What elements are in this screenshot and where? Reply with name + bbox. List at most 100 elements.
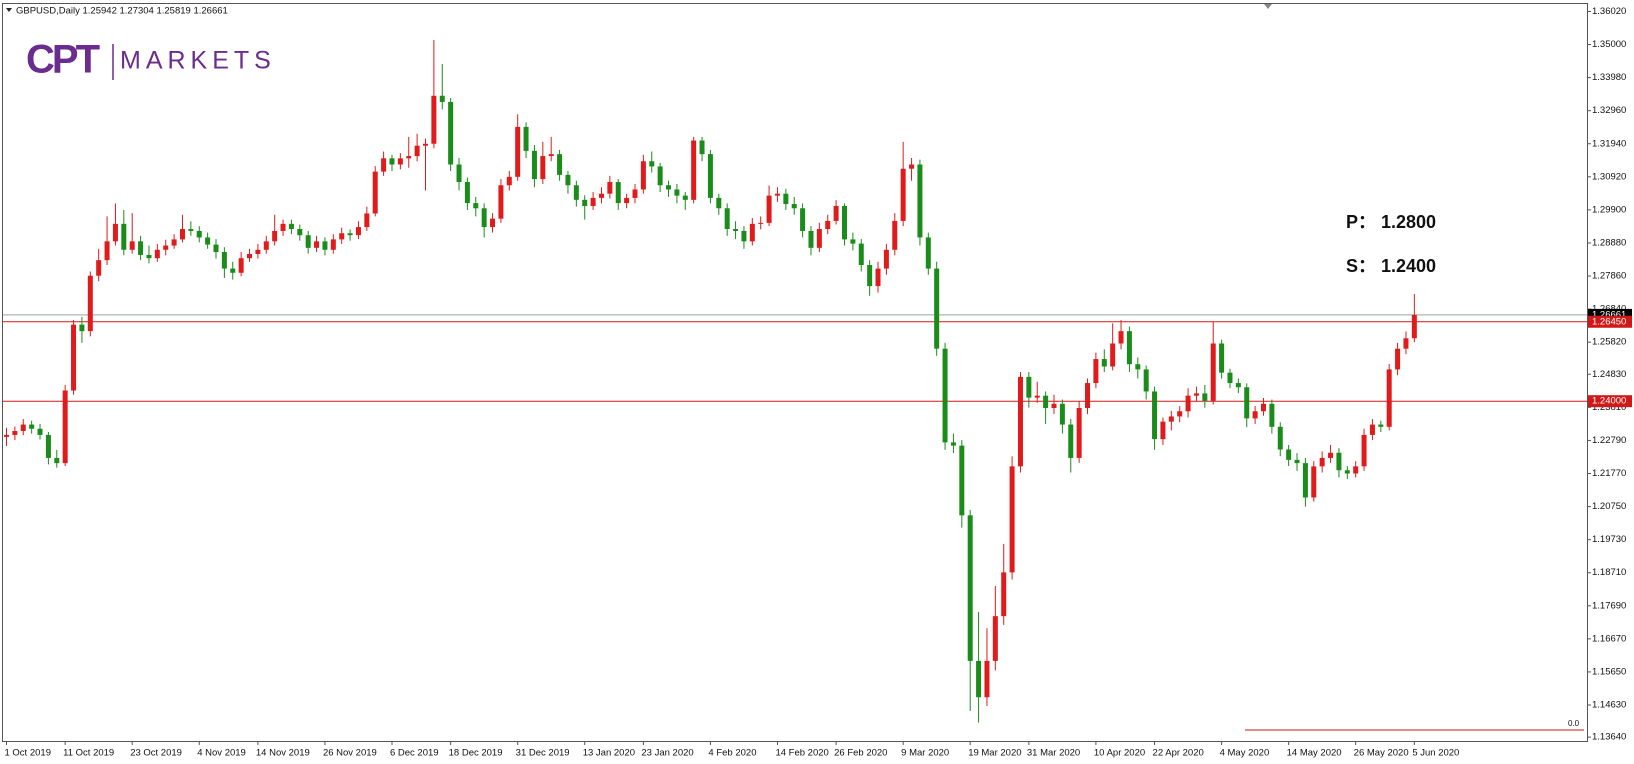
candle-body [355, 227, 361, 236]
candle-body [464, 182, 470, 204]
candle-body [666, 185, 672, 190]
y-tick-label: 1.19730 [1592, 534, 1626, 545]
candle-body [1353, 466, 1359, 474]
x-tick-label: 23 Jan 2020 [641, 748, 693, 759]
candle-body [1126, 331, 1132, 365]
candle-body [1168, 416, 1174, 422]
candle-body [179, 229, 185, 240]
y-tick-label: 1.33980 [1592, 72, 1626, 83]
x-tick-label: 18 Dec 2019 [449, 748, 503, 759]
candle-body [364, 213, 370, 228]
y-tick-label: 1.13640 [1592, 732, 1626, 743]
candle-body [37, 428, 43, 435]
candle-body [490, 218, 496, 228]
candle-body [473, 203, 479, 209]
candle-body [540, 156, 546, 180]
candle-body [724, 208, 730, 230]
candle-body [942, 348, 948, 443]
candle-body [531, 150, 537, 180]
y-tick-label: 1.28880 [1592, 237, 1626, 248]
y-tick-label: 1.36020 [1592, 6, 1626, 17]
candle-body [1336, 452, 1342, 471]
candle-body [1202, 393, 1208, 401]
candle-body [934, 268, 940, 349]
candle-body [339, 233, 345, 240]
candle-body [632, 189, 638, 198]
candle-body [196, 230, 202, 238]
candle-body [1369, 424, 1375, 435]
y-tick-label: 1.21770 [1592, 468, 1626, 479]
candle-body [707, 154, 713, 198]
candle-body [615, 182, 621, 204]
x-tick-label: 26 May 2020 [1354, 748, 1409, 759]
candle-body [716, 197, 722, 209]
y-tick-label: 1.27860 [1592, 271, 1626, 282]
candle-body [607, 182, 613, 194]
candle-body [950, 442, 956, 446]
level-label: 1.26661 [1592, 309, 1626, 320]
y-tick-label: 1.29900 [1592, 204, 1626, 215]
candle-body [221, 252, 227, 269]
candle-body [674, 189, 680, 196]
candle-body [1294, 459, 1300, 464]
candle-body [171, 239, 177, 246]
y-tick-label: 1.23810 [1592, 402, 1626, 413]
candle-body [1311, 466, 1317, 498]
x-tick-label: 31 Dec 2019 [516, 748, 570, 759]
x-tick-label: 26 Nov 2019 [323, 748, 377, 759]
candle-body [439, 95, 445, 102]
candle-body [691, 140, 697, 200]
candle-body [138, 241, 144, 255]
candle-body [498, 185, 504, 219]
candle-body [104, 241, 110, 261]
x-tick-label: 11 Oct 2019 [63, 748, 114, 759]
candle-body [1395, 348, 1401, 370]
candle-body [431, 95, 437, 144]
candle-body [1185, 395, 1191, 412]
candle-body [766, 195, 772, 223]
candle-body [71, 324, 77, 391]
candle-body [640, 161, 646, 190]
candle-body [925, 237, 931, 269]
x-tick-label: 14 Feb 2020 [775, 748, 828, 759]
candle-body [984, 660, 990, 698]
candle-body [1135, 364, 1141, 370]
candle-body [1118, 331, 1124, 344]
chart-header: GBPUSD,Daily 1.25942 1.27304 1.25819 1.2… [16, 6, 228, 17]
candle-body [96, 260, 102, 276]
candle-body [917, 164, 923, 238]
candle-body [749, 223, 755, 242]
candle-body [121, 223, 127, 250]
candle-body [1319, 457, 1325, 467]
x-tick-label: 4 Feb 2020 [708, 748, 756, 759]
candle-body [1193, 393, 1199, 396]
x-tick-label: 1 Oct 2019 [5, 748, 51, 759]
y-tick-label: 1.30920 [1592, 171, 1626, 182]
candle-body [314, 241, 320, 248]
candle-body [230, 268, 236, 273]
candle-body [188, 229, 194, 231]
x-tick-label: 19 Mar 2020 [968, 748, 1021, 759]
candle-body [62, 390, 68, 464]
candle-body [808, 230, 814, 248]
candle-body [1051, 403, 1057, 409]
y-tick-label: 1.14630 [1592, 700, 1626, 711]
candle-body [1177, 411, 1183, 417]
candle-body [590, 197, 596, 207]
candle-body [833, 206, 839, 221]
candle-body [448, 101, 454, 165]
candle-body [858, 243, 864, 266]
y-tick-label: 1.35000 [1592, 39, 1626, 50]
candle-body [548, 154, 554, 157]
level-label: 1.24000 [1592, 396, 1626, 407]
candle-body [875, 268, 881, 287]
candle-body [280, 223, 286, 231]
candle-body [1043, 395, 1049, 409]
y-tick-label: 1.18710 [1592, 567, 1626, 578]
candle-body [423, 143, 428, 146]
candle-body [347, 233, 353, 236]
candle-body [330, 239, 336, 250]
candle-body [1101, 359, 1107, 367]
candle-body [1009, 466, 1015, 573]
candle-body [1085, 383, 1091, 409]
